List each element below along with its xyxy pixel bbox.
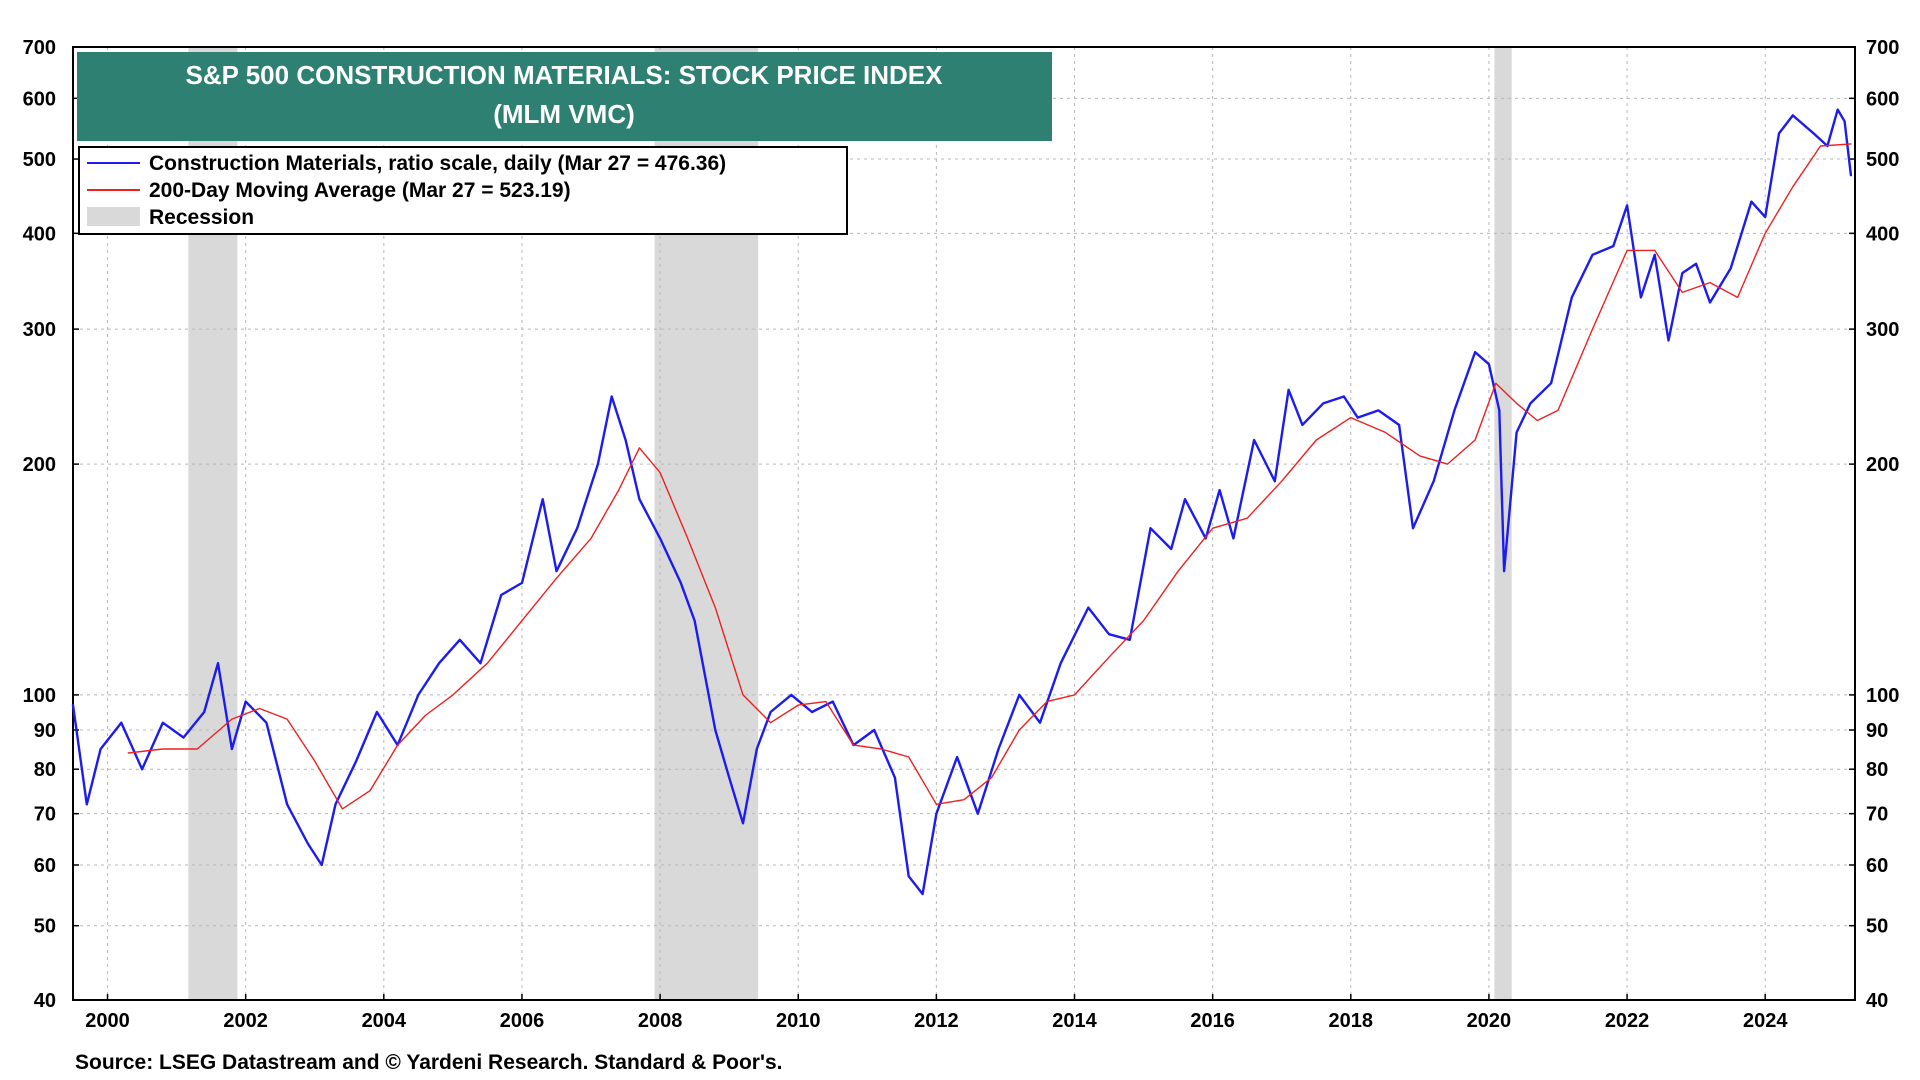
legend: Construction Materials, ratio scale, dai… (78, 146, 848, 235)
x-tick-label-2016: 2016 (1190, 1010, 1235, 1032)
y-tick-label-right-300: 300 (1866, 319, 1899, 341)
y-tick-label-left-400: 400 (23, 223, 56, 245)
y-tick-label-left-500: 500 (23, 149, 56, 171)
moving-average-line (127, 143, 1852, 810)
y-tick-label-right-100: 100 (1866, 685, 1899, 707)
title-box (77, 52, 1052, 141)
x-tick-label-2002: 2002 (223, 1010, 268, 1032)
y-tick-label-left-200: 200 (23, 454, 56, 476)
x-tick-label-2004: 2004 (362, 1010, 407, 1032)
y-axis-right: 40 50 60 70 80 90 100 200 300 400 500 600 700 (1849, 37, 1899, 1012)
title-line-1: S&P 500 CONSTRUCTION MATERIALS: STOCK PR… (186, 60, 944, 90)
y-tick-label-right-400: 400 (1866, 223, 1899, 245)
y-tick-label-left-100: 100 (23, 685, 56, 707)
y-tick-label-right-50: 50 (1866, 916, 1888, 938)
x-tick-label-2010: 2010 (776, 1010, 821, 1032)
legend-label-moving-average: 200-Day Moving Average (Mar 27 = 523.19) (149, 179, 571, 202)
y-tick-label-right-40: 40 (1866, 990, 1888, 1012)
y-tick-label-left-70: 70 (34, 804, 56, 826)
x-tick-label-2006: 2006 (500, 1010, 545, 1032)
legend-swatch-recession (87, 207, 140, 226)
x-tick-label-2014: 2014 (1052, 1010, 1097, 1032)
x-tick-label-2018: 2018 (1329, 1010, 1374, 1032)
y-tick-label-left-60: 60 (34, 855, 56, 877)
x-tick-label-2024: 2024 (1743, 1010, 1788, 1032)
y-tick-label-left-700: 700 (23, 37, 56, 59)
y-tick-label-left-90: 90 (34, 720, 56, 742)
x-tick-label-2008: 2008 (638, 1010, 683, 1032)
legend-label-recession: Recession (149, 206, 254, 229)
source-note: Source: LSEG Datastream and © Yardeni Re… (75, 1051, 782, 1074)
plot-frame (72, 46, 1856, 1001)
y-tick-label-left-50: 50 (34, 916, 56, 938)
x-tick-label-2000: 2000 (85, 1010, 130, 1032)
y-axis-left: 40 50 60 70 80 90 100 200 300 400 500 600 700 (23, 37, 79, 1012)
legend-box (78, 146, 848, 235)
x-tick-label-2022: 2022 (1605, 1010, 1650, 1032)
y-tick-label-left-40: 40 (34, 990, 56, 1012)
y-tick-label-right-90: 90 (1866, 720, 1888, 742)
x-tick-label-2012: 2012 (914, 1010, 959, 1032)
y-tick-label-left-600: 600 (23, 88, 56, 110)
x-tick-label-2020: 2020 (1467, 1010, 1512, 1032)
title-line-2: (MLM VMC) (493, 99, 635, 129)
y-tick-label-right-600: 600 (1866, 88, 1899, 110)
y-tick-label-left-300: 300 (23, 319, 56, 341)
x-axis: 2000 2002 2004 2006 2008 2010 2012 2014 2016 2018… (85, 994, 1788, 1032)
legend-label-price: Construction Materials, ratio scale, dai… (149, 152, 726, 175)
y-tick-label-right-70: 70 (1866, 804, 1888, 826)
chart-title: S&P 500 CONSTRUCTION MATERIALS: STOCK PR… (77, 52, 1052, 141)
y-tick-label-left-80: 80 (34, 759, 56, 781)
y-tick-label-right-80: 80 (1866, 759, 1888, 781)
y-tick-label-right-700: 700 (1866, 37, 1899, 59)
y-tick-label-right-200: 200 (1866, 454, 1899, 476)
y-tick-label-right-500: 500 (1866, 149, 1899, 171)
price-series-line (71, 108, 1853, 896)
y-tick-label-right-60: 60 (1866, 855, 1888, 877)
series-layer (71, 108, 1853, 896)
